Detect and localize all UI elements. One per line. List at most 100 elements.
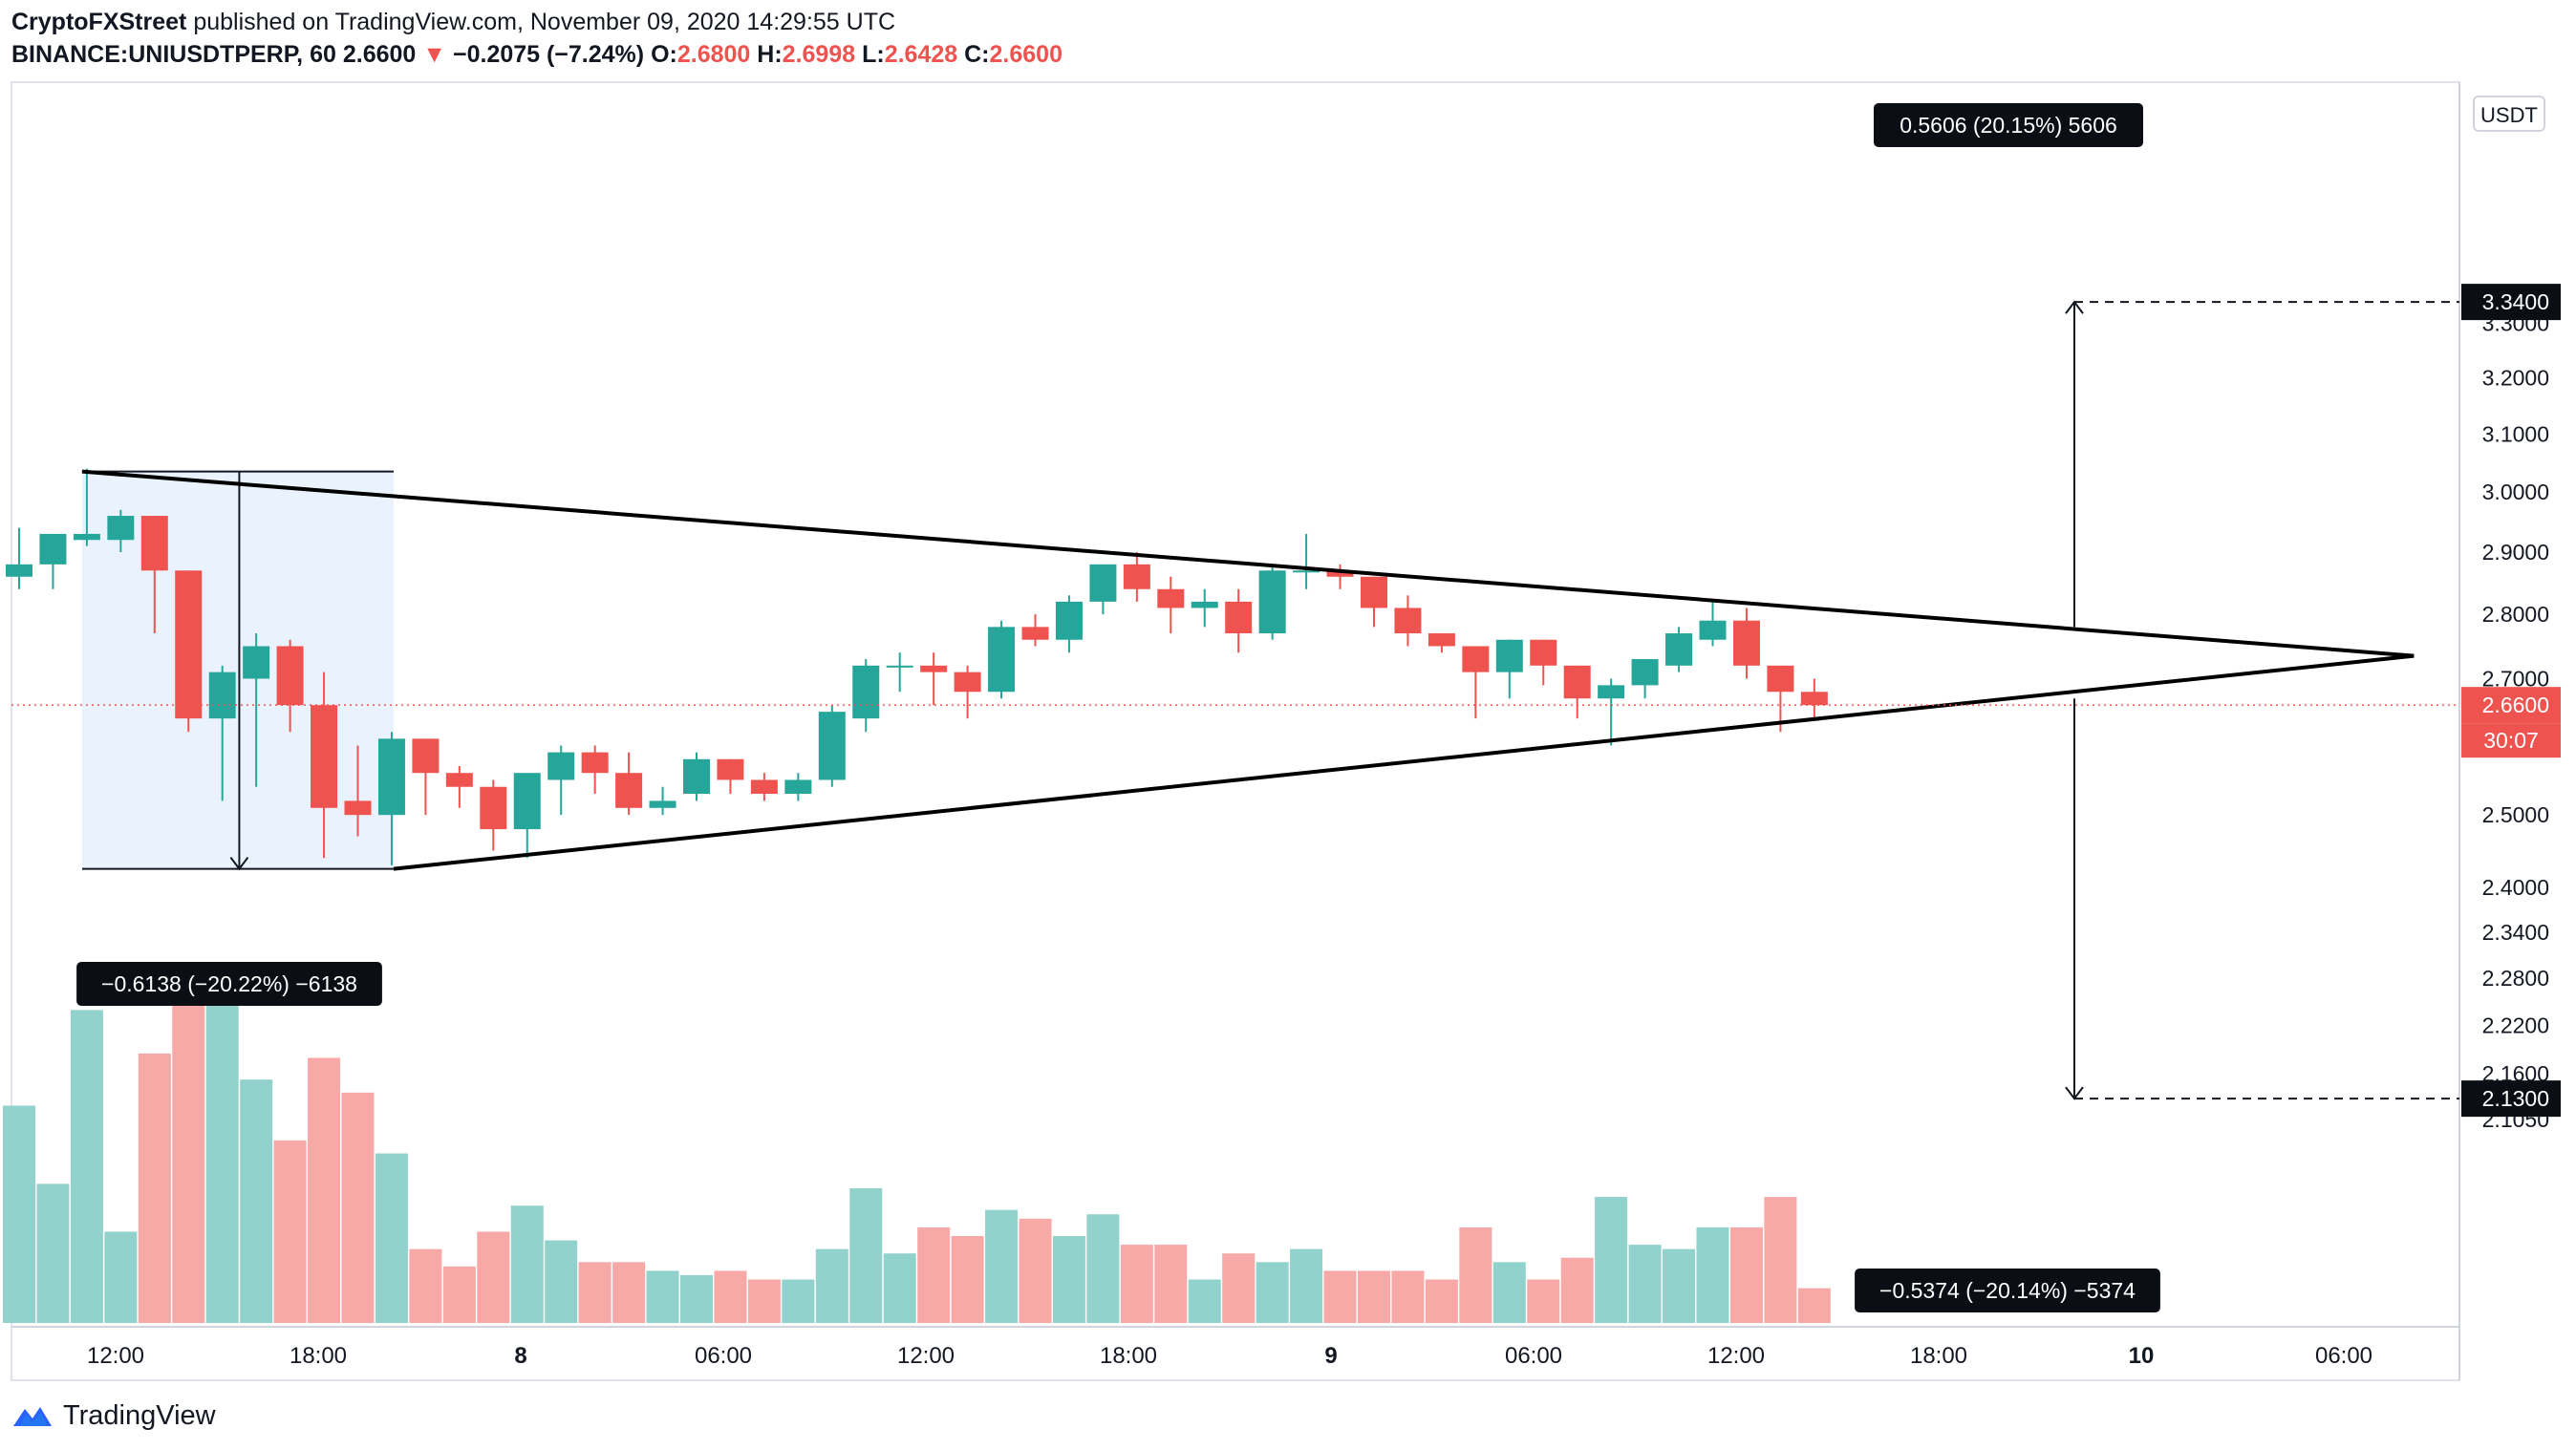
price-tick-label: 3.1000 [2482,421,2549,446]
candle-body [1665,633,1693,666]
volume-bar [70,1010,103,1323]
volume-bar [3,1105,35,1323]
volume-bar [985,1209,1019,1323]
volume-bar [1425,1279,1458,1323]
price-tick-label: 3.0000 [2482,480,2549,504]
target-upper-price-label: 3.3400 [2482,289,2549,314]
volume-bar [1764,1197,1797,1323]
close-label: C: [964,41,990,68]
volume-bar [1391,1270,1425,1323]
tradingview-brand[interactable]: TradingView [63,1400,216,1431]
symbol-label: BINANCE:UNIUSDTPERP, 60 [11,41,336,68]
volume-bar [1019,1218,1052,1323]
upper-projection-label: 0.5606 (20.15%) 5606 [1874,103,2143,147]
candle-body [1191,601,1218,608]
candle-body [1699,620,1727,640]
triangle-upper-line [81,469,2415,658]
volume-bar [36,1183,70,1323]
price-tick-label: 2.8000 [2482,602,2549,627]
time-tick-label: 18:00 [1100,1343,1157,1369]
volume-bar [104,1231,138,1323]
price-tick-label: 3.2000 [2482,366,2549,391]
candle-body [513,773,541,830]
price-tick-label: 2.5000 [2482,802,2549,827]
volume-bar [1323,1270,1357,1323]
volume-bar [747,1279,781,1323]
high-label: H: [757,41,783,68]
candle-body [1394,608,1422,634]
volume-bar [477,1231,510,1323]
open-value: 2.6800 [676,41,751,68]
volume-bar [951,1236,984,1323]
volume-bar [308,1057,341,1323]
triangle-lower-line [393,653,2415,871]
ohlc-line: BINANCE:UNIUSDTPERP, 60 2.6600 ▼ −0.2075… [11,38,1063,71]
price-tick-label: 2.2200 [2482,1013,2549,1037]
lower-projection-label-text: −0.5374 (−20.14%) −5374 [1879,1278,2136,1303]
publisher-name[interactable]: CryptoFXStreet [11,9,187,35]
candle-body [920,665,948,672]
candle-body [1326,570,1354,577]
volume-bar [138,1053,171,1323]
volume-bar [612,1262,646,1323]
down-triangle-icon: ▼ [422,41,447,68]
time-tick-label: 10 [2129,1343,2155,1369]
volume-bar [1358,1270,1390,1323]
candle-body [344,800,372,816]
candle-body [886,665,913,668]
currency-label: USDT [2480,103,2538,127]
time-tick-label: 06:00 [695,1343,752,1369]
candle-body [784,779,812,795]
volume-bar [1595,1197,1628,1323]
last-price: 2.6600 [342,41,417,68]
candle-body [377,738,405,816]
candle-body [1258,570,1286,634]
price-change: −0.2075 (−7.24%) [452,41,645,68]
candle-body [683,758,710,795]
target-lower-price-label: 2.1300 [2482,1086,2549,1111]
candle-body [243,646,270,679]
candle-body [717,758,744,780]
lower-projection-label-bg [1855,1269,2160,1312]
price-tick-label: 2.3400 [2482,920,2549,945]
time-tick-label: 06:00 [2315,1343,2372,1369]
candle-body [852,665,880,719]
volume-bar [849,1187,883,1323]
volume-bar [1154,1245,1188,1323]
candle-body [1157,588,1185,608]
candle-body [547,752,575,780]
candle-body [750,779,778,795]
candle-body [208,672,236,719]
candle-body [276,646,304,706]
range-measure-label-bg [76,962,382,1006]
candle-body [1293,570,1320,573]
volume-bar [815,1248,848,1323]
time-tick-label: 12:00 [1707,1343,1765,1369]
candle-body [988,627,1016,693]
candle-body [412,738,440,774]
candle-body [1055,601,1083,640]
time-tick-label: 06:00 [1505,1343,1562,1369]
target-upper-price-label-bg [2461,284,2561,321]
upper-projection-label-bg [1874,103,2143,147]
price-tick-label: 2.9000 [2482,540,2549,565]
candle-body [480,786,507,830]
volume-bar [1120,1245,1153,1323]
countdown-label: 30:07 [2483,728,2539,753]
volume-bar [1492,1262,1526,1323]
time-tick-label: 8 [514,1343,526,1369]
tradingview-footer: TradingView [11,1397,216,1435]
candle-body [1123,564,1150,589]
range-arrow-head [229,857,249,871]
candle-body [445,773,473,787]
candle-body [1495,639,1523,672]
candle-body [6,564,32,577]
tradingview-logo-icon [13,1407,52,1426]
high-value: 2.6998 [782,41,856,68]
time-tick-label: 18:00 [1910,1343,1967,1369]
time-tick-label: 12:00 [897,1343,955,1369]
low-label: L: [862,41,885,68]
volume-bar [917,1226,951,1323]
volume-bar [1052,1236,1085,1323]
